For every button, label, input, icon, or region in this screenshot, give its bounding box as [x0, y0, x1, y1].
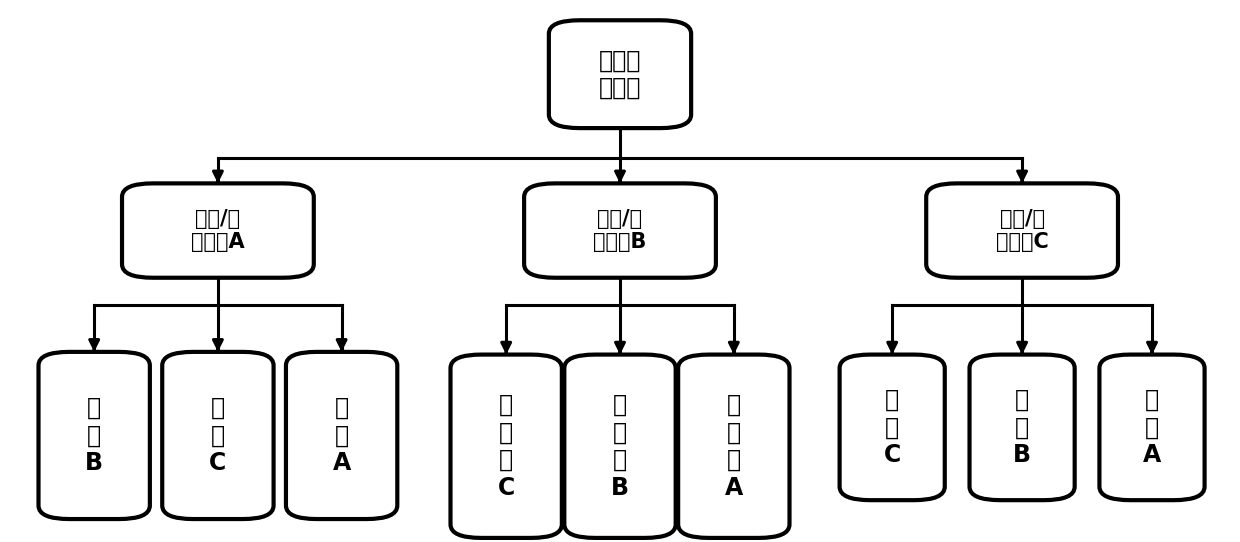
Text: 加
湿
器
B: 加 湿 器 B — [611, 392, 629, 500]
FancyBboxPatch shape — [286, 352, 397, 519]
Text: 开关/档
位模块A: 开关/档 位模块A — [191, 209, 244, 252]
Text: 智能控
制模块: 智能控 制模块 — [599, 48, 641, 100]
Text: 开关/档
位模块B: 开关/档 位模块B — [593, 209, 647, 252]
FancyBboxPatch shape — [450, 354, 562, 538]
Text: 空
调
A: 空 调 A — [332, 396, 351, 475]
FancyBboxPatch shape — [970, 354, 1075, 500]
FancyBboxPatch shape — [564, 354, 676, 538]
FancyBboxPatch shape — [549, 20, 691, 128]
Text: 空
调
B: 空 调 B — [86, 396, 103, 475]
Text: 风
机
B: 风 机 B — [1013, 388, 1032, 467]
FancyBboxPatch shape — [678, 354, 790, 538]
Text: 风
机
A: 风 机 A — [1143, 388, 1161, 467]
FancyBboxPatch shape — [1100, 354, 1204, 500]
FancyBboxPatch shape — [926, 183, 1118, 278]
FancyBboxPatch shape — [122, 183, 314, 278]
FancyBboxPatch shape — [38, 352, 150, 519]
Text: 开关/档
位模块C: 开关/档 位模块C — [996, 209, 1049, 252]
FancyBboxPatch shape — [525, 183, 715, 278]
Text: 加
湿
器
C: 加 湿 器 C — [497, 392, 515, 500]
Text: 加
湿
器
A: 加 湿 器 A — [724, 392, 743, 500]
FancyBboxPatch shape — [839, 354, 945, 500]
FancyBboxPatch shape — [162, 352, 274, 519]
Text: 风
机
C: 风 机 C — [884, 388, 900, 467]
Text: 空
调
C: 空 调 C — [210, 396, 227, 475]
